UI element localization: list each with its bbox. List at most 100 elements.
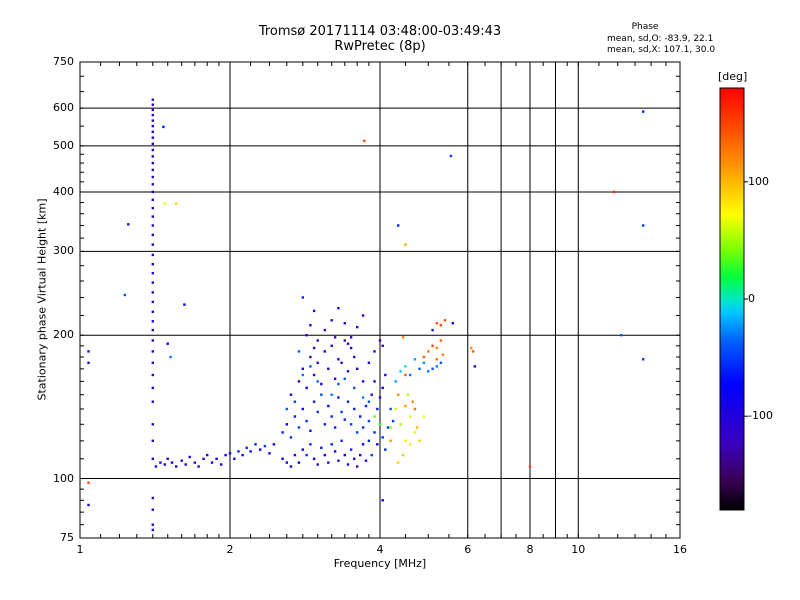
data-point (316, 410, 319, 414)
data-point (237, 450, 240, 453)
data-point (293, 453, 297, 457)
data-point (163, 202, 166, 205)
data-point (301, 367, 304, 370)
data-point (406, 393, 410, 396)
data-point (416, 426, 419, 429)
data-point (451, 322, 454, 325)
data-point (343, 377, 346, 380)
data-point (333, 377, 337, 380)
data-point (151, 98, 154, 101)
plot-frame (79, 61, 681, 539)
data-point (162, 125, 165, 129)
data-point (233, 457, 236, 460)
data-point (151, 253, 154, 257)
colorbar-tick-label: -100 (748, 409, 773, 423)
data-point (449, 154, 453, 158)
data-point (305, 419, 308, 423)
data-point (183, 303, 186, 306)
data-point (353, 386, 356, 390)
data-point (337, 459, 340, 462)
data-point (309, 429, 312, 432)
data-point (151, 496, 154, 500)
data-point (193, 461, 196, 464)
data-point (316, 380, 319, 383)
data-point (642, 358, 645, 361)
data-point (297, 426, 301, 429)
data-point (202, 457, 205, 460)
colorbar (719, 87, 745, 511)
y-axis-label: Stationary phase Virtual Height [km] (35, 198, 49, 401)
stats-line-x: mean, sd,X: 107.1, 30.0 (607, 45, 716, 55)
data-point (151, 215, 154, 218)
data-point (312, 346, 316, 350)
data-point (422, 355, 426, 359)
data-point (361, 396, 365, 399)
data-point (367, 361, 371, 364)
data-point (151, 113, 154, 117)
data-point (254, 443, 257, 446)
data-point (151, 148, 154, 152)
data-point (151, 328, 154, 332)
data-point (397, 461, 400, 464)
data-point (316, 339, 319, 342)
data-point (376, 443, 379, 446)
data-point (361, 426, 365, 429)
data-point (151, 508, 154, 511)
data-point (151, 523, 154, 526)
data-point (87, 361, 90, 364)
data-point (343, 453, 346, 457)
data-point (249, 450, 252, 453)
data-point (346, 400, 350, 403)
data-point (359, 453, 362, 457)
colorbar-tick-label: 100 (748, 174, 769, 188)
data-point (170, 461, 174, 464)
data-point (301, 448, 304, 451)
data-point (175, 465, 178, 468)
data-point (439, 324, 443, 327)
data-point (435, 358, 438, 361)
data-point (340, 439, 343, 442)
data-point (245, 446, 248, 449)
data-point (151, 423, 154, 426)
data-point (312, 400, 316, 403)
data-point (389, 407, 392, 411)
data-point (413, 407, 417, 411)
data-point (413, 431, 417, 434)
data-point (151, 291, 154, 294)
data-point (343, 418, 346, 421)
data-point (297, 380, 301, 383)
data-point (381, 436, 384, 439)
data-point (297, 461, 301, 464)
data-point (323, 350, 326, 353)
data-point (228, 452, 232, 455)
data-point (431, 367, 434, 370)
x-axis-label: Frequency [MHz] (333, 557, 427, 570)
data-point (330, 344, 333, 347)
data-point (151, 281, 154, 284)
data-point (305, 334, 308, 337)
data-point (175, 202, 178, 205)
data-point (427, 350, 430, 353)
data-point (127, 223, 130, 226)
data-point (272, 443, 276, 446)
data-point (151, 310, 154, 313)
data-point (394, 407, 397, 411)
data-point (151, 457, 154, 460)
data-point (206, 453, 209, 457)
data-point (427, 370, 430, 373)
data-point (418, 439, 421, 442)
data-point (163, 463, 166, 466)
data-point (376, 407, 379, 411)
data-point (151, 119, 154, 122)
data-point (435, 346, 438, 350)
colorbar-unit-label: [deg] (718, 70, 748, 83)
data-point (404, 373, 407, 377)
data-point (151, 108, 154, 112)
data-point (409, 415, 412, 418)
data-point (166, 342, 169, 345)
data-point (151, 136, 154, 139)
data-point (401, 336, 405, 339)
data-point (435, 365, 438, 368)
data-point (151, 320, 154, 323)
